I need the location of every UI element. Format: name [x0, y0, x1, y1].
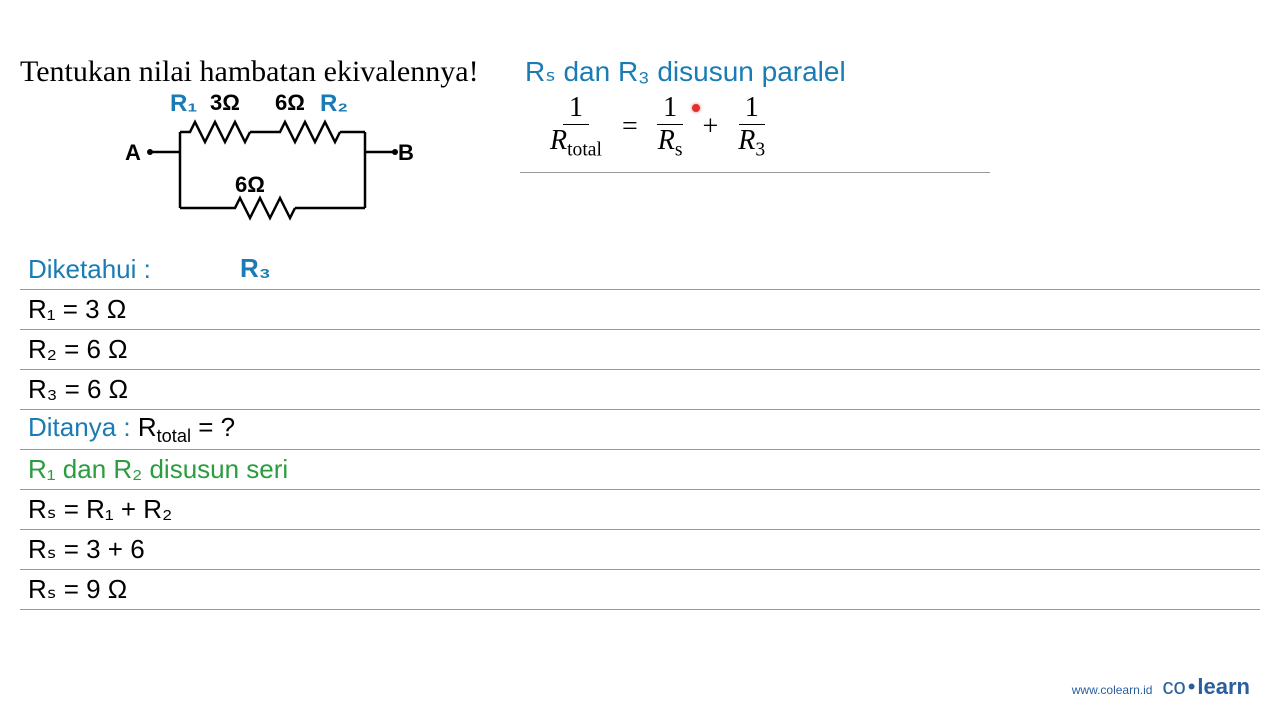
line-rs-result: Rₛ = 9 Ω [20, 570, 1260, 610]
logo-learn: learn [1197, 674, 1250, 699]
ditanya-label: Ditanya : [28, 412, 138, 442]
line-r2: R₂ = 6 Ω [20, 330, 1260, 370]
frac2-den-sub: s [675, 140, 683, 161]
ditanya-text: Ditanya : Rtotal = ? [20, 412, 500, 447]
frac2-den: Rs [652, 125, 689, 162]
line-rs-formula: Rₛ = R₁ + R₂ [20, 490, 1260, 530]
circuit-svg [130, 90, 440, 235]
frac3-den: R3 [732, 125, 771, 162]
logo-dot: • [1188, 674, 1196, 699]
frac-1-over-rs: 1 Rs [652, 92, 689, 162]
line-rs-calc: Rₛ = 3 + 6 [20, 530, 1260, 570]
line-diketahui: Diketahui : [20, 250, 1260, 290]
frac3-den-var: R [738, 125, 755, 156]
footer-url: www.colearn.id [1072, 683, 1153, 697]
frac2-den-var: R [658, 125, 675, 156]
equals-sign: = [622, 111, 638, 143]
plus-sign: + [702, 111, 718, 143]
diketahui-label: Diketahui : [20, 254, 500, 285]
frac1-den-var: R [550, 125, 567, 156]
circuit-diagram: R₁ 3Ω 6Ω R₂ A B 6Ω [130, 90, 440, 235]
line-r3: R₃ = 6 Ω [20, 370, 1260, 410]
ditanya-var: R [138, 412, 157, 442]
rs-formula: Rₛ = R₁ + R₂ [20, 494, 500, 525]
frac1-den-sub: total [567, 140, 602, 161]
rs-calc: Rₛ = 3 + 6 [20, 534, 500, 565]
line-r1: R₁ = 3 Ω [20, 290, 1260, 330]
fraction-equation: 1 Rtotal = 1 Rs + 1 R3 [520, 92, 990, 173]
line-ditanya: Ditanya : Rtotal = ? [20, 410, 1260, 450]
ditanya-rest: = ? [191, 412, 235, 442]
laser-pointer-icon [692, 104, 700, 112]
footer-logo: co•learn [1162, 674, 1250, 700]
frac1-den: Rtotal [544, 125, 608, 162]
r1-equation: R₁ = 3 Ω [20, 294, 500, 325]
page-title: Tentukan nilai hambatan ekivalennya! [20, 55, 479, 89]
r3-equation: R₃ = 6 Ω [20, 374, 500, 405]
ditanya-sub: total [157, 426, 191, 446]
frac3-num: 1 [739, 92, 765, 125]
frac1-num: 1 [563, 92, 589, 125]
r2-equation: R₂ = 6 Ω [20, 334, 500, 365]
footer: www.colearn.id co•learn [1072, 674, 1250, 700]
frac-1-over-r3: 1 R3 [732, 92, 771, 162]
logo-co: co [1162, 674, 1185, 699]
parallel-title: Rₛ dan R₃ disusun paralel [520, 55, 990, 88]
line-seri: R₁ dan R₂ disusun seri [20, 450, 1260, 490]
frac3-den-sub: 3 [755, 140, 765, 161]
frac2-num: 1 [657, 92, 683, 125]
seri-text: R₁ dan R₂ disusun seri [20, 454, 500, 485]
right-panel: Rₛ dan R₃ disusun paralel 1 Rtotal = 1 R… [520, 55, 990, 173]
frac-1-over-rtotal: 1 Rtotal [544, 92, 608, 162]
rs-result: Rₛ = 9 Ω [20, 574, 500, 605]
notepad-area: Diketahui : R₁ = 3 Ω R₂ = 6 Ω R₃ = 6 Ω D… [20, 250, 1260, 610]
